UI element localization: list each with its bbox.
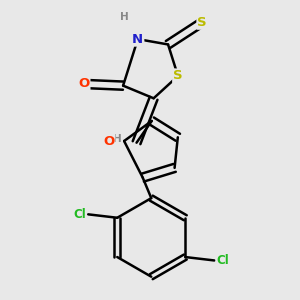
Text: S: S (173, 70, 183, 83)
Text: O: O (103, 134, 114, 148)
Text: H: H (113, 134, 122, 144)
Text: Cl: Cl (73, 208, 86, 221)
Text: H: H (120, 12, 128, 22)
Text: S: S (197, 16, 207, 29)
Text: N: N (132, 33, 143, 46)
Text: Cl: Cl (217, 254, 229, 267)
Text: O: O (78, 77, 89, 90)
